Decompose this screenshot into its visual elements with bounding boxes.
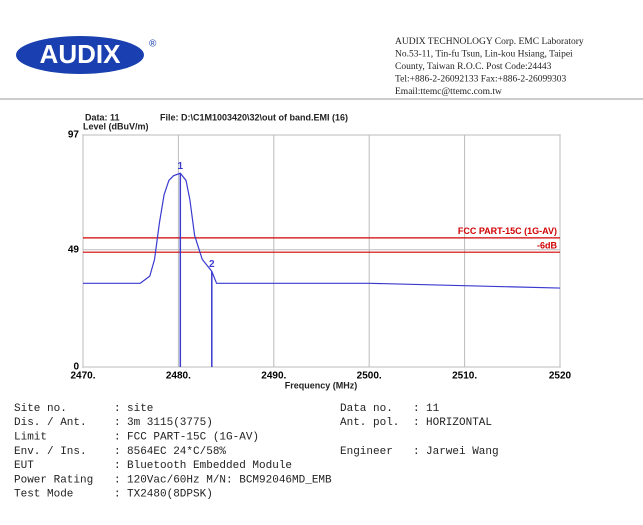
info-value: 11 (426, 403, 440, 415)
info-label: Site no. (14, 403, 67, 415)
info-value: 8564EC 24*C/58% (127, 446, 226, 458)
company-line: Tel:+886-2-26092133 Fax:+886-2-26099303 (395, 75, 567, 85)
info-value: site (127, 403, 153, 415)
info-colon: : (114, 446, 121, 458)
x-tick-label: 2520 (549, 371, 572, 382)
registered: ® (149, 39, 157, 50)
info-colon: : (114, 432, 121, 444)
info-label: EUT (14, 460, 34, 472)
info-value: Jarwei Wang (426, 446, 499, 458)
x-tick-label: 2510. (452, 371, 477, 382)
info-label: Env. / Ins. (14, 446, 87, 458)
info-value: HORIZONTAL (426, 417, 492, 429)
info-colon: : (114, 489, 121, 501)
logo-oval (16, 36, 144, 74)
info-value: Bluetooth Embedded Module (127, 460, 292, 472)
y-tick-label: 0 (73, 362, 79, 373)
x-tick-label: 2490. (261, 371, 286, 382)
info-label: Power Rating (14, 474, 93, 486)
limit-label: -6dB (537, 241, 558, 251)
info-value: 120Vac/60Hz M/N: BCM92046MD_EMB (127, 474, 332, 486)
logo: AUDIX (40, 39, 122, 69)
y-tick-label: 97 (68, 130, 80, 141)
trace (83, 172, 561, 289)
x-tick-label: 2500. (357, 371, 382, 382)
data-label: Data: 11 (85, 112, 120, 122)
x-tick-label: 2470. (70, 371, 95, 382)
info-colon: : (413, 417, 420, 429)
info-label: Dis. / Ant. (14, 417, 87, 429)
company-line: No.53-11, Tin-fu Tsun, Lin-kou Hsiang, T… (395, 49, 573, 60)
info-label: Limit (14, 432, 47, 444)
info-colon: : (114, 417, 121, 429)
info-colon: : (114, 474, 121, 486)
x-tick-label: 2480. (166, 371, 191, 382)
info-label: Ant. pol. (340, 417, 399, 429)
info-colon: : (413, 446, 420, 458)
info-label: Test Mode (14, 489, 73, 501)
info-label: Data no. (340, 403, 393, 415)
company-line: Email:ttemc@ttemc.com.tw (395, 87, 502, 97)
marker-label: 1 (178, 161, 184, 172)
company-line: County, Taiwan R.O.C. Post Code:24443 (395, 62, 552, 72)
info-value: 3m 3115(3775) (127, 417, 213, 429)
plot-area (82, 134, 561, 368)
marker-label: 2 (209, 259, 215, 270)
info-colon: : (114, 460, 121, 472)
info-value: TX2480(8DPSK) (127, 489, 213, 501)
info-value: FCC PART-15C (1G-AV) (127, 432, 259, 444)
info-label: Engineer (340, 446, 393, 458)
limit-label: FCC PART-15C (1G-AV) (458, 226, 557, 236)
info-colon: : (114, 403, 121, 415)
x-axis-label: Frequency (MHz) (285, 380, 358, 390)
y-axis-label: Level (dBuV/m) (83, 121, 149, 131)
company-line: AUDIX TECHNOLOGY Corp. EMC Laboratory (395, 37, 584, 47)
y-tick-label: 49 (68, 244, 80, 255)
file-label: File: D:\C1M1003420\32\out of band.EMI (… (160, 112, 348, 122)
info-colon: : (413, 403, 420, 415)
